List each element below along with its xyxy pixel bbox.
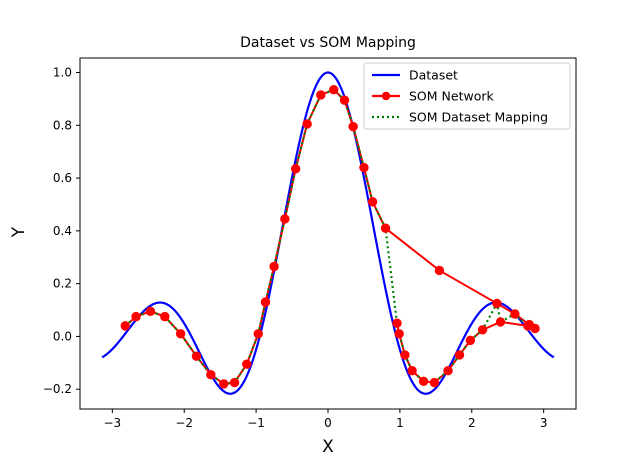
y-tick-label: 0.2 — [53, 277, 72, 291]
som-network-point — [145, 306, 156, 317]
som-network-point — [131, 311, 141, 322]
legend-label: SOM Dataset Mapping — [409, 110, 548, 125]
y-axis-title: Y — [9, 226, 29, 238]
som-network-point — [316, 90, 326, 100]
som-network-point — [394, 329, 404, 339]
legend-marker — [381, 91, 391, 101]
som-network-point — [454, 350, 465, 360]
y-tick-label: −0.2 — [43, 382, 72, 396]
series-group — [101, 71, 555, 395]
som-network-point — [191, 351, 202, 361]
som-network-point — [443, 366, 453, 376]
y-tick-label: 0.4 — [53, 224, 72, 238]
som-network-point — [290, 164, 301, 174]
som-network-point — [429, 377, 440, 388]
x-tick-label: 0 — [324, 416, 332, 430]
y-tick-label: 0.0 — [53, 329, 72, 343]
som-network-point — [242, 359, 252, 369]
som-network-point — [407, 366, 417, 376]
x-tick-label: −2 — [175, 416, 193, 430]
som-network-point — [380, 223, 391, 233]
y-axis: −0.2 0.0 0.2 0.4 0.6 0.8 1.0 — [43, 66, 80, 396]
som-network-point — [359, 162, 369, 173]
som-network-point — [434, 265, 445, 276]
x-tick-label: −3 — [103, 416, 121, 430]
som-network-point — [219, 379, 229, 389]
som-network-point — [253, 329, 263, 339]
som-network-point — [206, 369, 216, 380]
som-network-point — [229, 377, 240, 388]
y-tick-label: 0.8 — [53, 118, 72, 132]
som-network-point — [339, 95, 350, 105]
x-tick-label: 1 — [396, 416, 404, 430]
series-som-mapping-line — [124, 88, 536, 386]
som-network-point — [269, 261, 279, 272]
x-axis-title: X — [322, 437, 334, 457]
som-network-point — [302, 119, 312, 129]
x-tick-label: −1 — [247, 416, 265, 430]
chart-title: Dataset vs SOM Mapping — [240, 35, 416, 51]
series-dataset-line — [101, 71, 555, 395]
som-network-point — [492, 298, 502, 309]
som-network-point — [175, 329, 186, 339]
som-network-point — [348, 121, 358, 132]
som-network-point — [392, 318, 402, 328]
som-network-point — [160, 311, 170, 322]
som-network-point — [120, 321, 130, 331]
som-network-point — [400, 350, 410, 360]
x-axis: −3 −2 −1 0 1 2 3 — [103, 409, 547, 430]
som-network-point — [523, 321, 533, 331]
y-tick-label: 1.0 — [53, 66, 72, 80]
legend-label: SOM Network — [409, 89, 494, 104]
plot-area — [79, 57, 577, 410]
som-network-point — [510, 309, 520, 319]
som-network-point — [329, 84, 339, 95]
som-network-point — [477, 325, 488, 335]
y-tick-label: 0.6 — [53, 171, 72, 185]
som-network-point — [367, 197, 378, 207]
x-tick-label: 2 — [468, 416, 476, 430]
som-network-point — [260, 297, 271, 307]
som-network-point — [418, 376, 429, 386]
som-network-point — [465, 335, 476, 346]
legend-box — [363, 62, 571, 130]
som-network-point — [280, 214, 290, 224]
legend-label: Dataset — [409, 68, 458, 83]
som-network-point — [495, 317, 506, 327]
legend: Dataset SOM Network SOM Dataset Mapping — [363, 62, 571, 130]
x-tick-label: 3 — [540, 416, 548, 430]
